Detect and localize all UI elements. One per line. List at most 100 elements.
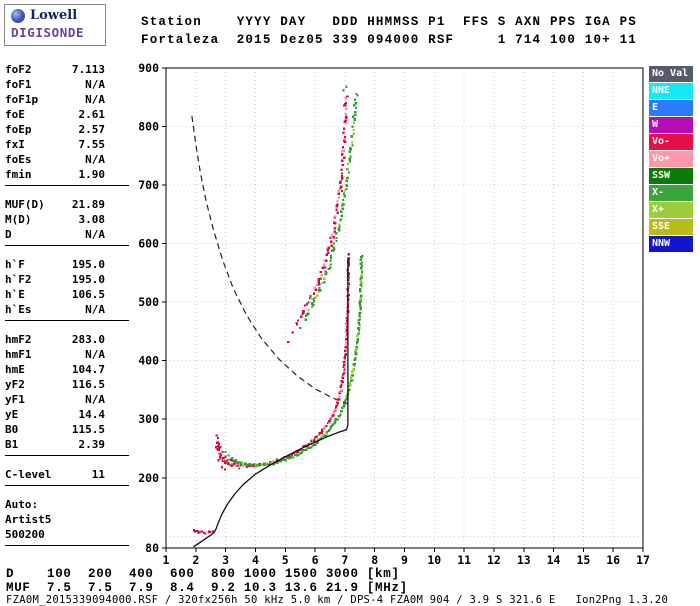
legend-item-4: Vo-	[649, 134, 693, 150]
param-label: foEs	[5, 153, 32, 166]
param-row-10: D N/A	[5, 227, 105, 242]
param-label: hmF2	[5, 333, 32, 346]
param-value: 115.5	[71, 423, 105, 436]
param-value: 2.39	[78, 438, 106, 451]
legend-item-9: SSE	[649, 219, 693, 235]
y-tick-label: 80	[145, 541, 159, 555]
param-value: 2.61	[78, 108, 106, 121]
y-tick-label: 900	[138, 61, 159, 75]
echo-direction-legend: No Val NNE E W Vo- Vo+ SSW X- X+ SSE NNW	[649, 66, 693, 253]
param-value: 11	[91, 468, 105, 481]
y-tick-label: 300	[138, 412, 159, 426]
F-trace-O-mode	[216, 253, 351, 469]
param-label: hmE	[5, 363, 25, 376]
echo-speckles-0	[215, 104, 346, 471]
param-value: 7.113	[71, 63, 105, 76]
x-tick-label: 11	[457, 553, 471, 567]
param-row-0: foF2 7.113	[5, 62, 105, 77]
param-label: yE	[5, 408, 19, 421]
param-value: N/A	[85, 348, 105, 361]
x-tick-label: 2	[192, 553, 199, 567]
x-tick-label: 3	[222, 553, 229, 567]
param-label: h`Es	[5, 303, 32, 316]
legend-item-8: X+	[649, 202, 693, 218]
param-label: hmF1	[5, 348, 32, 361]
param-label: h`F	[5, 258, 25, 271]
legend-item-2: E	[649, 100, 693, 116]
legend-item-5: Vo+	[649, 151, 693, 167]
axis-labels: 1 2 3 4 5 6 7 8 9 10 11 12 13 14 15 16 17900800700600500…	[138, 61, 650, 567]
param-row-18: yF2 116.5	[5, 377, 105, 392]
separator-line	[5, 485, 129, 486]
param-value: 116.5	[71, 378, 105, 391]
x-tick-label: 15	[576, 553, 590, 567]
globe-icon	[11, 8, 25, 23]
param-row-9: M(D) 3.08	[5, 212, 105, 227]
param-label: fxI	[5, 138, 25, 151]
ionogram-plot: 1 2 3 4 5 6 7 8 9 10 11 12 13 14 15 16 17900800700600500…	[138, 61, 650, 567]
param-row-11: h`F 195.0	[5, 257, 105, 272]
param-row-5: fxI 7.55	[5, 137, 105, 152]
param-label: foE	[5, 108, 25, 121]
x-tick-label: 7	[341, 553, 348, 567]
second-hop-X-mode	[304, 92, 359, 321]
param-value: 2.57	[78, 123, 106, 136]
param-value: N/A	[85, 228, 105, 241]
param-row-19: yF1 N/A	[5, 392, 105, 407]
param-row-15: hmF2 283.0	[5, 332, 105, 347]
param-value: 195.0	[71, 258, 105, 271]
y-tick-label: 500	[138, 295, 159, 309]
y-tick-label: 200	[138, 471, 159, 485]
x-tick-label: 1	[163, 553, 170, 567]
separator-line	[5, 185, 129, 186]
legend-item-7: X-	[649, 185, 693, 201]
param-label: M(D)	[5, 213, 32, 226]
param-row-13: h`E 106.5	[5, 287, 105, 302]
param-value: 106.5	[71, 288, 105, 301]
param-row-20: yE 14.4	[5, 407, 105, 422]
param-label: B1	[5, 438, 19, 451]
logo-product: DIGISONDE	[11, 25, 85, 40]
x-tick-label: 5	[282, 553, 289, 567]
param-row-7: fmin 1.90	[5, 167, 105, 182]
separator-line	[5, 245, 129, 246]
param-row-12: h`F2 195.0	[5, 272, 105, 287]
param-row-8: MUF(D) 21.89	[5, 197, 105, 212]
distance-row: D 100 200 400 600 800 1000 1500 3000 [km…	[6, 567, 400, 581]
legend-item-10: NNW	[649, 236, 693, 252]
param-value: 14.4	[78, 408, 106, 421]
logo-brand: Lowell	[30, 8, 78, 23]
param-value: 195.0	[71, 273, 105, 286]
lowell-digisonde-logo: Lowell DIGISONDE	[4, 4, 106, 46]
param-label: h`F2	[5, 273, 32, 286]
param-value: 1.90	[78, 168, 106, 181]
autoscaling-info-1: Artist5	[5, 513, 52, 526]
x-tick-label: 17	[636, 553, 650, 567]
x-tick-label: 16	[606, 553, 620, 567]
param-row-6: foEs N/A	[5, 152, 105, 167]
param-value: 7.55	[78, 138, 106, 151]
param-label: foF1p	[5, 93, 39, 106]
x-tick-label: 13	[517, 553, 531, 567]
param-label: fmin	[5, 168, 32, 181]
muf-row: MUF 7.5 7.5 7.9 8.4 9.2 10.3 13.6 21.9 […	[6, 581, 408, 595]
param-label: D	[5, 228, 12, 241]
x-tick-label: 8	[371, 553, 378, 567]
param-label: C-level	[5, 468, 52, 481]
param-value: 104.7	[71, 363, 105, 376]
second-hop-O-mode	[295, 95, 349, 326]
x-tick-label: 6	[312, 553, 319, 567]
x-tick-label: 4	[252, 553, 259, 567]
param-label: B0	[5, 423, 19, 436]
y-tick-label: 600	[138, 237, 159, 251]
separator-line	[5, 320, 129, 321]
param-value: N/A	[85, 93, 105, 106]
param-row-3: foE 2.61	[5, 107, 105, 122]
x-tick-label: 12	[487, 553, 501, 567]
param-row-2: foF1p N/A	[5, 92, 105, 107]
param-row-22: B1 2.39	[5, 437, 105, 452]
param-label: foEp	[5, 123, 32, 136]
param-label: yF2	[5, 378, 25, 391]
station-header-values: Fortaleza 2015 Dez05 339 094000 RSF 1 71…	[141, 33, 637, 47]
